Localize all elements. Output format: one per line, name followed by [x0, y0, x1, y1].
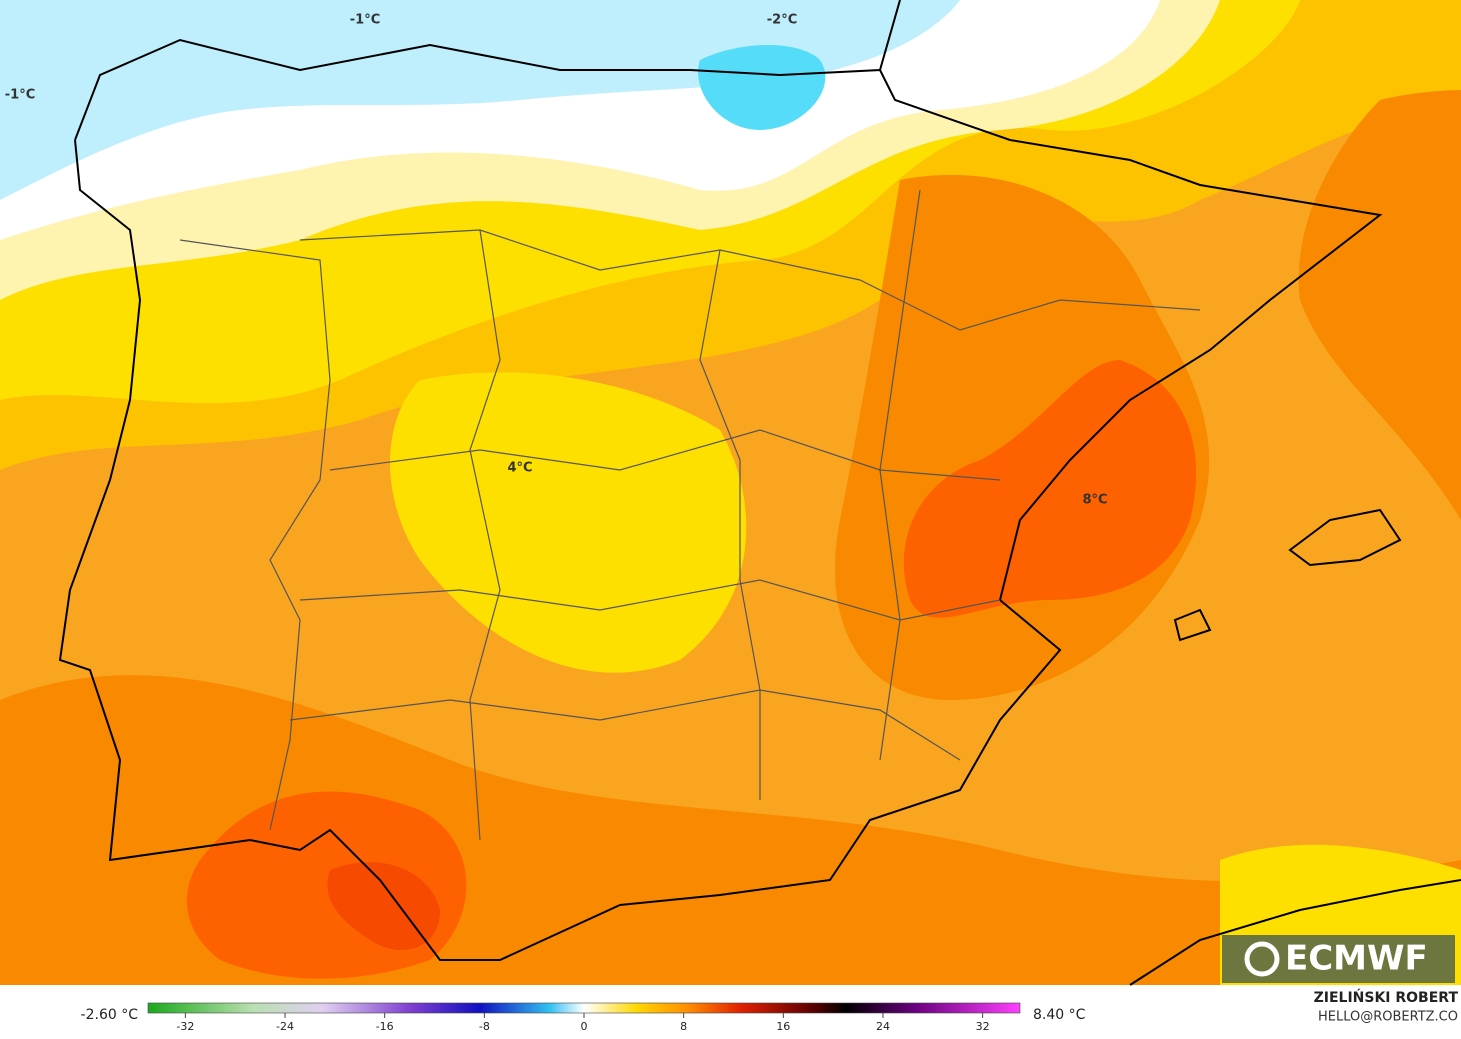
contour-labels: -1°C -2°C -1°C 4°C 8°C [5, 13, 1108, 508]
contour-label: 8°C [1082, 493, 1107, 508]
colorbar-tick-label: -32 [176, 1020, 194, 1033]
contour-label: 4°C [507, 461, 532, 476]
colorbar-tick-label: -24 [276, 1020, 294, 1033]
colorbar-max-label: 8.40 °C [1033, 1007, 1086, 1023]
coastline [58, 0, 1461, 986]
credit-author: ZIELIŃSKI ROBERT [1314, 988, 1459, 1006]
colorbar-tick-label: 24 [876, 1020, 890, 1033]
logo-icon [1244, 941, 1280, 977]
logo: ECMWF [1222, 935, 1455, 983]
logo-text: ECMWF [1285, 939, 1428, 979]
contour-label: -2°C [767, 13, 797, 28]
colorbar-tick-label: 16 [776, 1020, 790, 1033]
colorbar-scale [147, 1002, 1021, 1014]
contour-label: -1°C [5, 88, 35, 103]
colorbar-min-label: -2.60 °C [81, 1007, 139, 1023]
contour-label: -1°C [350, 13, 380, 28]
colorbar-tick-label: 8 [680, 1020, 687, 1033]
colorbar-tick-label: 32 [976, 1020, 990, 1033]
colorbar-tick-label: 0 [581, 1020, 588, 1033]
borders [179, 189, 1201, 841]
colorbar-tick-label: -8 [479, 1020, 490, 1033]
credit-email: HELLO@ROBERTZ.CO [1318, 1010, 1458, 1025]
colorbar-tick-label: -16 [376, 1020, 394, 1033]
colorbar: -2.60 °C 8.40 °C -32 -24 -16 -8 0 8 16 24 32 [81, 1002, 1086, 1033]
temperature-field [0, 0, 1461, 985]
